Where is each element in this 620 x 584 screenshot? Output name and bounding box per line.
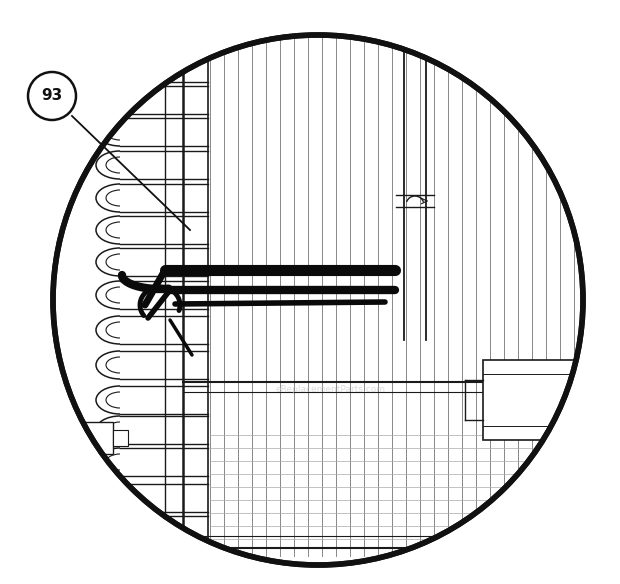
Text: 93: 93 — [42, 89, 63, 103]
Circle shape — [53, 35, 583, 565]
Bar — [113, 430, 128, 446]
Circle shape — [28, 72, 76, 120]
Bar — [68, 422, 113, 454]
Bar — [483, 360, 583, 440]
Text: eReplacementParts.com: eReplacementParts.com — [275, 385, 385, 395]
